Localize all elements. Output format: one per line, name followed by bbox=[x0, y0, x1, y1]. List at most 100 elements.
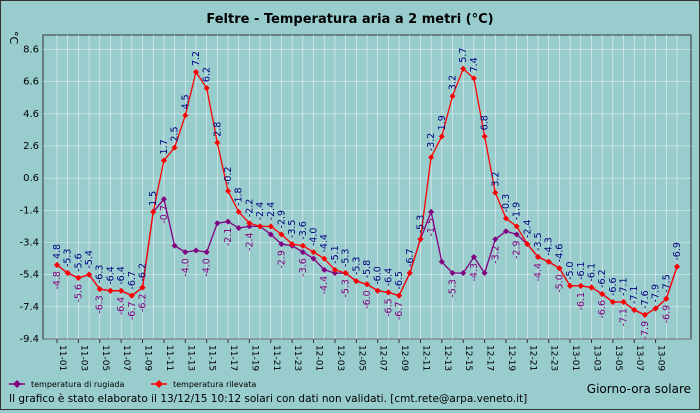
temperature-point bbox=[54, 262, 60, 269]
temperature-point bbox=[374, 287, 381, 294]
dewpoint-point bbox=[192, 247, 199, 254]
dewpoint-point bbox=[470, 253, 477, 260]
temperature-data-label: 2.5 bbox=[170, 126, 181, 141]
temperature-data-label: 4.9 bbox=[691, 1, 699, 4]
dewpoint-data-label: -6.4 bbox=[116, 297, 127, 316]
temperature-data-label: -3.6 bbox=[298, 221, 309, 240]
temperature-point bbox=[481, 133, 488, 140]
temperature-data-label: -5.8 bbox=[362, 260, 373, 279]
temperature-data-label: -5.0 bbox=[565, 261, 576, 280]
dewpoint-point bbox=[310, 255, 317, 262]
temperature-series bbox=[54, 65, 680, 318]
temperature-data-label: -7.9 bbox=[651, 284, 662, 303]
temperature-point bbox=[438, 133, 445, 140]
dewpoint-data-label: -6.1 bbox=[576, 292, 587, 311]
temperature-data-label: -6.7 bbox=[127, 271, 138, 290]
temperature-point bbox=[556, 265, 563, 272]
dewpoint-data-label: -2.4 bbox=[244, 232, 255, 251]
temperature-point bbox=[150, 208, 157, 215]
temperature-data-label: -5.3 bbox=[351, 257, 362, 276]
x-tick-label: 13-03 bbox=[591, 345, 601, 371]
x-tick-label: 11-21 bbox=[271, 345, 281, 371]
y-axis-ticks: 8.6 6.6 4.6 2.6 0.6 -1.4 -3.4 -5.4 -7.4 -9.4 bbox=[19, 44, 39, 345]
temperature-point bbox=[577, 282, 584, 289]
data-labels: 4.8 -5.3 -5.6 -5.4-6.3 -6.4 -6.4 -6.7 -6.21.51.… bbox=[52, 0, 700, 339]
dewpoint-point bbox=[235, 225, 242, 232]
temperature-point bbox=[310, 249, 317, 256]
x-tick-label: 12-07 bbox=[378, 345, 388, 371]
temperature-point bbox=[599, 290, 606, 297]
dewpoint-data-label: -6.3 bbox=[95, 295, 106, 314]
dewpoint-point bbox=[449, 270, 456, 277]
temperature-data-label: -0.3 bbox=[501, 194, 512, 213]
temperature-point bbox=[128, 292, 135, 299]
x-tick-label: 11-23 bbox=[292, 345, 302, 371]
temperature-data-label: 6.2 bbox=[202, 67, 213, 82]
temperature-point bbox=[257, 223, 264, 230]
temperature-point bbox=[567, 282, 574, 289]
dewpoint-data-label: -6.0 bbox=[362, 290, 373, 309]
dewpoint-point bbox=[160, 196, 167, 203]
temperature-point bbox=[246, 220, 253, 227]
dewpoint-data-label: -6.6 bbox=[597, 300, 608, 319]
dewpoint-point bbox=[438, 258, 445, 265]
temperature-data-label: -2.4 bbox=[522, 220, 533, 239]
x-tick-label: 11-03 bbox=[78, 345, 88, 371]
y-tick-label: 2.6 bbox=[23, 141, 39, 152]
dewpoint-point bbox=[182, 249, 189, 256]
temperature-data-label: -0.2 bbox=[223, 166, 234, 185]
temperature-point bbox=[417, 236, 424, 243]
dewpoint-data-label: -5.6 bbox=[73, 284, 84, 303]
temperature-data-label: 3.2 bbox=[448, 75, 459, 90]
dewpoint-point bbox=[331, 270, 338, 277]
temperature-point bbox=[139, 284, 146, 291]
temperature-point bbox=[353, 278, 360, 285]
y-tick-label: -1.4 bbox=[19, 205, 39, 216]
dewpoint-point bbox=[428, 208, 435, 215]
temperature-data-label: -5.4 bbox=[84, 250, 95, 269]
x-tick-label: 11-13 bbox=[185, 345, 195, 371]
dewpoint-point bbox=[225, 218, 232, 225]
temperature-data-label: -2.4 bbox=[255, 202, 266, 221]
temperature-data-label: 5.7 bbox=[458, 48, 469, 63]
temperature-data-label: -7.1 bbox=[629, 286, 640, 305]
temperature-data-label: -3.2 bbox=[426, 133, 437, 152]
dewpoint-point bbox=[492, 236, 499, 243]
temperature-data-label: -3.5 bbox=[287, 220, 298, 239]
temperature-point bbox=[192, 68, 199, 75]
dewpoint-point bbox=[278, 241, 285, 248]
temperature-data-label: 2.8 bbox=[212, 122, 223, 137]
dewpoint-point bbox=[502, 228, 509, 235]
temperature-data-label: -2.2 bbox=[244, 199, 255, 218]
temperature-point bbox=[225, 188, 232, 195]
dewpoint-data-label: -5.3 bbox=[448, 279, 459, 298]
temperature-point bbox=[342, 270, 349, 277]
y-tick-label: 8.6 bbox=[23, 44, 39, 55]
temperature-data-label: -5.6 bbox=[73, 253, 84, 272]
dewpoint-data-label: -4.4 bbox=[319, 276, 330, 295]
dewpoint-point bbox=[460, 270, 467, 277]
temperature-data-label: -7.1 bbox=[619, 277, 630, 296]
x-tick-label: 13-05 bbox=[613, 345, 623, 371]
dewpoint-point bbox=[203, 249, 210, 256]
temperature-data-label: -5.3 bbox=[63, 249, 74, 268]
dewpoint-data-label: -4.3 bbox=[469, 263, 480, 282]
temperature-data-label: -1.9 bbox=[512, 202, 523, 221]
temperature-data-label: -4.4 bbox=[319, 234, 330, 253]
temperature-data-label: -5.3 bbox=[415, 215, 426, 234]
temperature-point bbox=[502, 215, 509, 222]
temperature-data-label: 1.9 bbox=[437, 115, 448, 130]
temperature-point bbox=[588, 284, 595, 291]
dewpoint-point bbox=[171, 242, 178, 249]
dewpoint-data-label: -2.9 bbox=[276, 250, 287, 269]
x-tick-label: 12-21 bbox=[527, 345, 537, 371]
temperature-point bbox=[203, 85, 210, 92]
temperature-data-label: -5.1 bbox=[330, 245, 341, 264]
temperature-point bbox=[652, 305, 659, 312]
x-tick-label: 12-11 bbox=[420, 345, 430, 371]
temperature-data-label: -6.7 bbox=[405, 249, 416, 268]
y-axis-label: °C bbox=[7, 31, 20, 45]
dewpoint-point bbox=[321, 266, 328, 273]
temperature-point bbox=[299, 242, 306, 249]
